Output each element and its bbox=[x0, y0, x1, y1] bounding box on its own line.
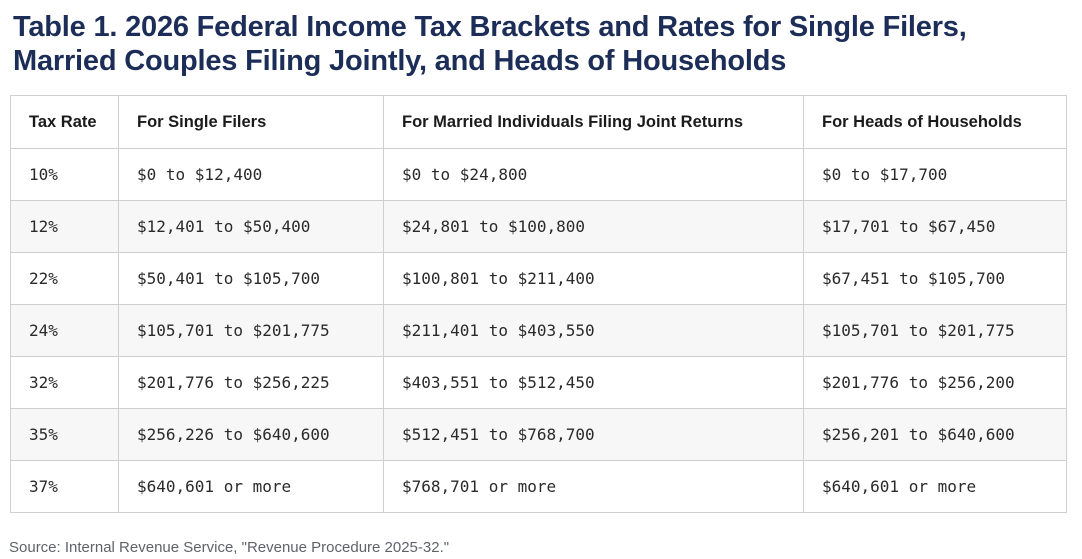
cell-married: $211,401 to $403,550 bbox=[383, 304, 804, 358]
col-header-heads-of-households: For Heads of Households bbox=[803, 95, 1067, 150]
cell-married: $768,701 or more bbox=[383, 460, 804, 514]
cell-married: $0 to $24,800 bbox=[383, 148, 804, 202]
cell-tax-rate: 24% bbox=[10, 304, 119, 358]
cell-hoh: $640,601 or more bbox=[803, 460, 1067, 514]
cell-single: $0 to $12,400 bbox=[118, 148, 384, 202]
cell-tax-rate: 10% bbox=[10, 148, 119, 202]
cell-tax-rate: 12% bbox=[10, 200, 119, 254]
cell-married: $24,801 to $100,800 bbox=[383, 200, 804, 254]
cell-single: $640,601 or more bbox=[118, 460, 384, 514]
cell-single: $50,401 to $105,700 bbox=[118, 252, 384, 306]
table-row: 32% $201,776 to $256,225 $403,551 to $51… bbox=[10, 356, 1067, 410]
header-row: Tax Rate For Single Filers For Married I… bbox=[10, 95, 1067, 150]
cell-tax-rate: 22% bbox=[10, 252, 119, 306]
col-header-single-filers: For Single Filers bbox=[118, 95, 384, 150]
cell-hoh: $67,451 to $105,700 bbox=[803, 252, 1067, 306]
cell-married: $403,551 to $512,450 bbox=[383, 356, 804, 410]
cell-hoh: $0 to $17,700 bbox=[803, 148, 1067, 202]
cell-single: $12,401 to $50,400 bbox=[118, 200, 384, 254]
cell-hoh: $201,776 to $256,200 bbox=[803, 356, 1067, 410]
table-title: Table 1. 2026 Federal Income Tax Bracket… bbox=[13, 11, 967, 77]
table-row: 24% $105,701 to $201,775 $211,401 to $40… bbox=[10, 304, 1067, 358]
col-header-tax-rate: Tax Rate bbox=[10, 95, 119, 150]
cell-hoh: $17,701 to $67,450 bbox=[803, 200, 1067, 254]
table-row: 12% $12,401 to $50,400 $24,801 to $100,8… bbox=[10, 200, 1067, 254]
cell-hoh: $256,201 to $640,600 bbox=[803, 408, 1067, 462]
tax-brackets-table: Tax Rate For Single Filers For Married I… bbox=[10, 95, 1067, 514]
cell-single: $201,776 to $256,225 bbox=[118, 356, 384, 410]
cell-hoh: $105,701 to $201,775 bbox=[803, 304, 1067, 358]
cell-tax-rate: 32% bbox=[10, 356, 119, 410]
source-note: Source: Internal Revenue Service, "Reven… bbox=[9, 539, 450, 557]
cell-married: $100,801 to $211,400 bbox=[383, 252, 804, 306]
table-row: 35% $256,226 to $640,600 $512,451 to $76… bbox=[10, 408, 1067, 462]
cell-single: $256,226 to $640,600 bbox=[118, 408, 384, 462]
table-row: 22% $50,401 to $105,700 $100,801 to $211… bbox=[10, 252, 1067, 306]
cell-single: $105,701 to $201,775 bbox=[118, 304, 384, 358]
col-header-married-joint: For Married Individuals Filing Joint Ret… bbox=[383, 95, 804, 150]
cell-married: $512,451 to $768,700 bbox=[383, 408, 804, 462]
table-row: 10% $0 to $12,400 $0 to $24,800 $0 to $1… bbox=[10, 148, 1067, 202]
cell-tax-rate: 37% bbox=[10, 460, 119, 514]
cell-tax-rate: 35% bbox=[10, 408, 119, 462]
table-row: 37% $640,601 or more $768,701 or more $6… bbox=[10, 460, 1067, 514]
